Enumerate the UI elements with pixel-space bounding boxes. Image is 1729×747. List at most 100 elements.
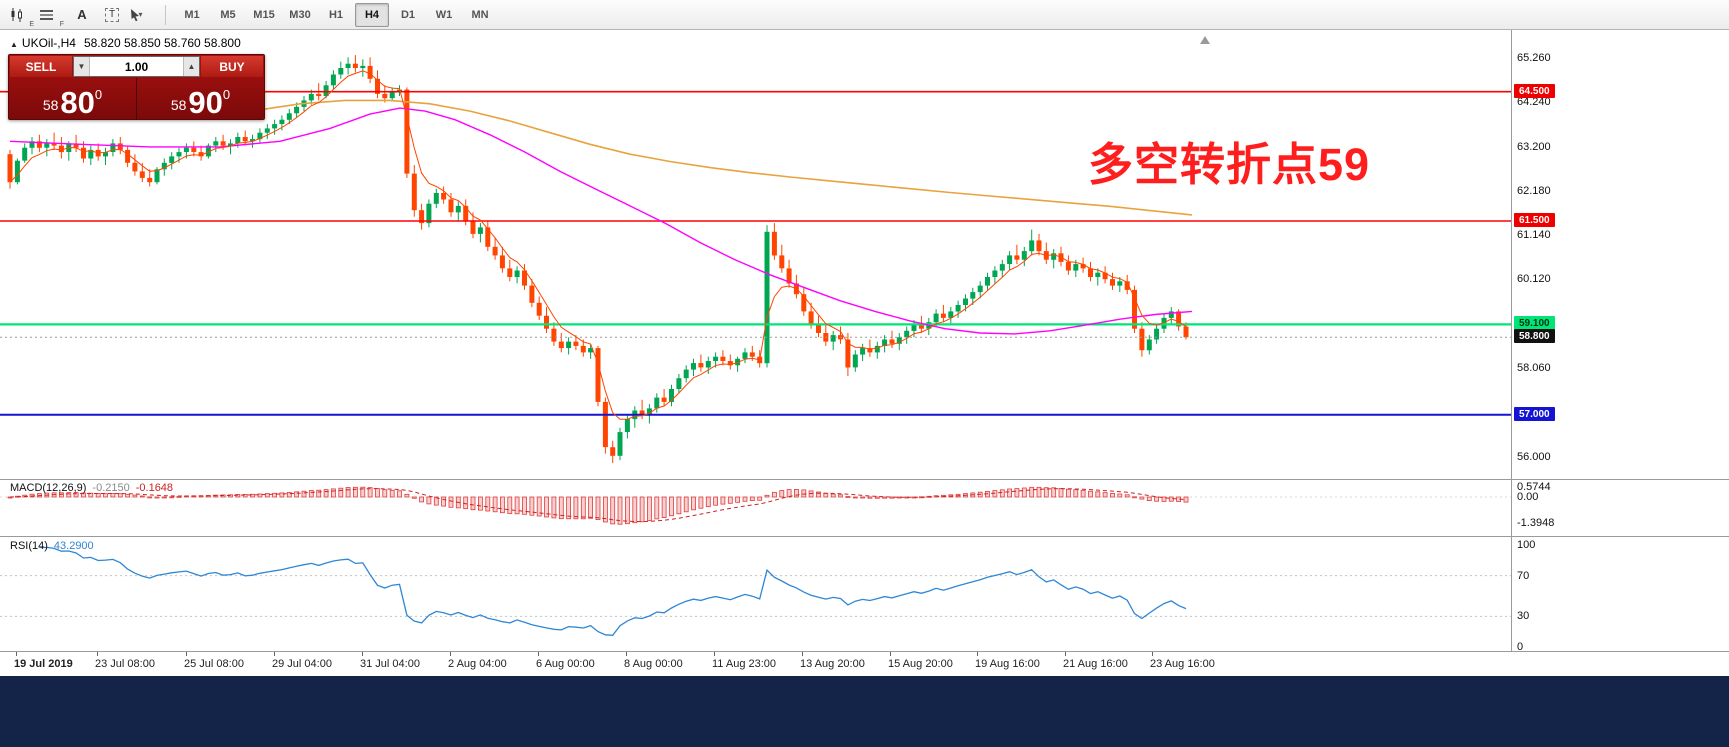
time-axis-label: 29 Jul 04:00 [272,658,332,670]
timeframe-h1-button[interactable]: H1 [328,8,344,21]
time-axis-label: 2 Aug 04:00 [448,658,507,670]
macd-signal-value: -0.1648 [135,482,174,494]
chart-title: ▲ UKOil-,H4 58.820 58.850 58.760 58.800 [10,36,241,50]
rsi-pane-canvas[interactable] [0,537,1511,651]
sell-price-sup: 0 [94,87,103,102]
macd-main-value: -0.2150 [92,482,130,494]
price-badge-61.500: 61.500 [1514,212,1555,227]
sell-price-big: 80 [60,85,95,120]
one-click-collapse-icon[interactable]: ▲ [10,40,18,49]
time-axis-tick [890,652,891,656]
text-box-icon[interactable]: T [98,2,126,28]
time-axis-label: 19 Aug 16:00 [975,658,1040,670]
buy-button[interactable]: BUY [201,56,263,77]
time-axis-tick [714,652,715,656]
cursor-glyph [131,8,139,21]
price-axis-label: 58.060 [1517,362,1551,375]
bottom-taskbar [0,676,1729,747]
buy-price-small: 58 [170,97,187,113]
macd-scale-label: 0.5744 [1517,481,1551,493]
macd-pane-canvas[interactable] [0,480,1511,536]
pane-separator[interactable] [0,479,1729,480]
price-axis-label: 61.140 [1517,229,1551,242]
macd-scale-label: 0.00 [1517,491,1539,503]
buy-price-display[interactable]: 58 90 0 [136,78,264,120]
chart-text-annotation[interactable]: 多空转折点59 [1088,139,1371,190]
candlestick-glyph [11,7,22,22]
pane-separator[interactable] [0,536,1729,537]
timeframe-m30-button[interactable]: M30 [289,8,311,21]
macd-name: MACD(12,26,9) [10,482,87,494]
price-axis-label: 60.120 [1517,273,1551,286]
time-axis-tick [274,652,275,656]
price-badge-64.500: 64.500 [1514,83,1555,98]
buy-price-big: 90 [188,85,223,120]
time-axis-label: 19 Jul 2019 [14,658,73,670]
time-axis-label: 25 Jul 08:00 [184,658,244,670]
timeframe-m5-button[interactable]: M5 [220,8,236,21]
volume-increase-button[interactable]: ▲ [183,57,199,76]
price-axis-label: 62.180 [1517,184,1551,197]
price-badge-58.800: 58.800 [1514,329,1555,344]
timeframe-d1-button[interactable]: D1 [400,8,416,21]
rsi-scale-label: 100 [1517,539,1536,551]
time-axis-tick [977,652,978,656]
chevron-down-icon: ▾ [138,10,143,19]
price-badge-59.100: 59.100 [1514,316,1555,331]
volume-value[interactable]: 1.00 [124,59,149,74]
top-toolbar: E F A T ▾ M1 M5 M15 M30 H1 H4 D1 W1 MN [0,0,1729,30]
price-axis-label: 63.200 [1517,140,1551,153]
label-a-icon[interactable]: A [77,7,87,22]
volume-decrease-button[interactable]: ▼ [74,57,90,76]
price-scale-separator [1511,30,1512,651]
time-axis-tick [450,652,451,656]
timeframe-h4-button[interactable]: H4 [355,2,389,27]
rsi-value: 43.2900 [53,540,94,552]
time-axis-label: 23 Aug 16:00 [1150,658,1215,670]
time-axis-label: 23 Jul 08:00 [95,658,155,670]
price-chart-canvas[interactable] [0,30,1511,479]
buy-price-sup: 0 [222,87,231,102]
time-axis-label: 31 Jul 04:00 [360,658,420,670]
time-axis-label: 15 Aug 20:00 [888,658,953,670]
trade-panel-price-row: 58 80 0 58 90 0 [9,78,264,120]
timeframe-w1-button[interactable]: W1 [435,8,453,21]
rsi-name: RSI(14) [10,540,48,552]
toolbar-separator [165,4,166,25]
time-axis-tick [538,652,539,656]
candlestick-chart-icon[interactable]: E [8,2,36,28]
time-axis[interactable]: 19 Jul 2019 23 Jul 08:00 25 Jul 08:00 29 Ju… [0,652,1511,676]
timeframe-group: M1 M5 M15 M30 H1 H4 D1 W1 MN [175,2,497,27]
time-axis-tick [186,652,187,656]
shapes-arrow-icon[interactable]: ▾ [128,2,156,28]
one-click-trade-panel: SELL ▼ 1.00 ▲ BUY 58 80 0 58 90 0 [8,54,265,120]
time-axis-tick [1152,652,1153,656]
price-scale[interactable]: 0.5744 0.00 -1.3948 100 70 30 0 65.260 64… [1512,0,1729,676]
pane-separator[interactable] [0,651,1729,652]
sell-button[interactable]: SELL [10,56,72,77]
time-axis-tick [802,652,803,656]
price-axis-label: 64.240 [1517,95,1551,108]
icon-sub-label: E [29,20,34,28]
chart-scroll-marker-icon[interactable] [1200,36,1210,44]
indicators-list-icon[interactable]: F [38,2,66,28]
macd-scale-label: -1.3948 [1517,517,1555,529]
list-glyph [40,9,53,20]
price-badge-57.000: 57.000 [1514,406,1555,421]
timeframe-mn-button[interactable]: MN [471,8,489,21]
price-axis-label: 56.000 [1517,450,1551,463]
symbol-label: UKOil-,H4 [21,36,76,50]
rsi-scale-label: 70 [1517,570,1530,582]
price-axis-label: 65.260 [1517,52,1551,64]
volume-stepper: ▼ 1.00 ▲ [73,56,200,77]
time-axis-tick [626,652,627,656]
time-axis-tick [97,652,98,656]
time-axis-label: 21 Aug 16:00 [1063,658,1128,670]
macd-title: MACD(12,26,9) -0.2150 -0.1648 [10,482,173,494]
timeframe-m1-button[interactable]: M1 [184,8,200,21]
time-axis-tick [1065,652,1066,656]
timeframe-m15-button[interactable]: M15 [253,8,275,21]
sell-price-display[interactable]: 58 80 0 [9,78,136,120]
time-axis-tick [362,652,363,656]
